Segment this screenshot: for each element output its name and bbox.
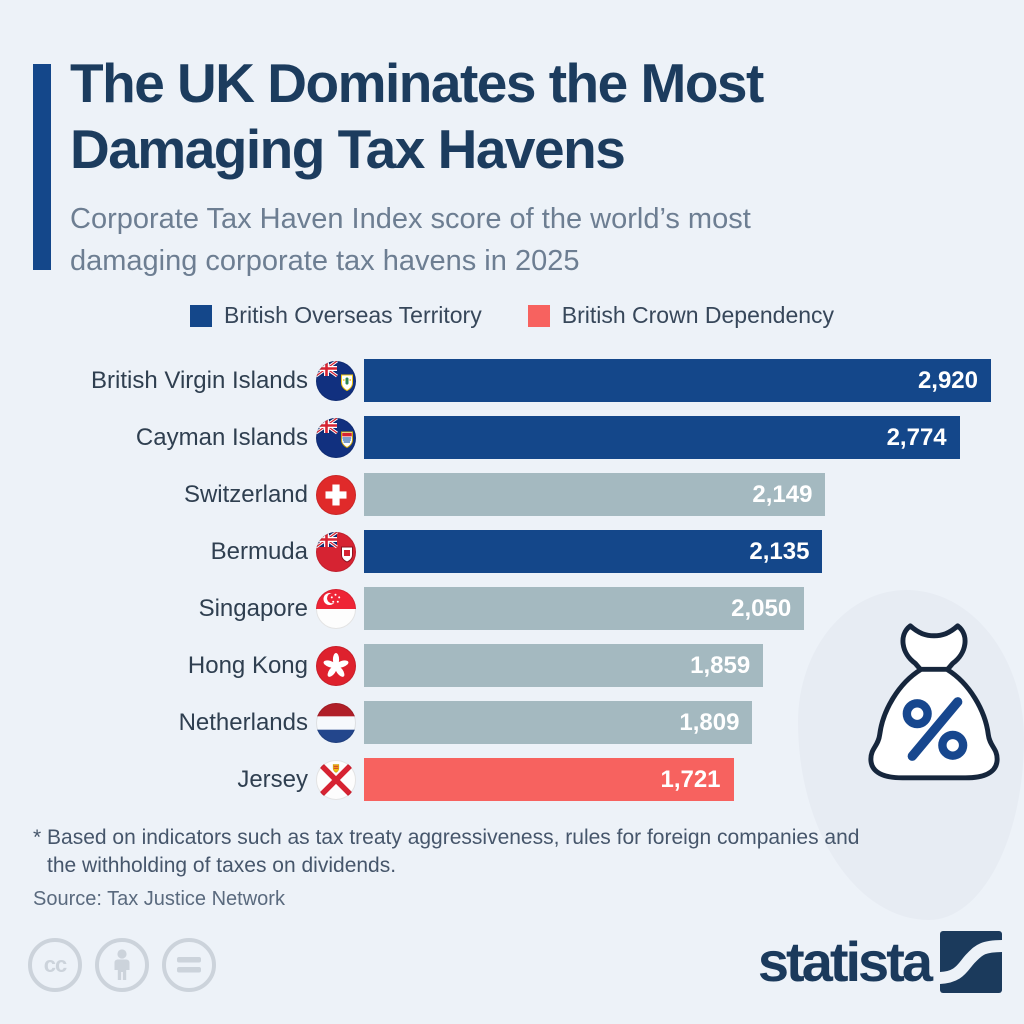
bar-value: 2,149 (752, 480, 813, 508)
page-title: The UK Dominates the Most Damaging Tax H… (70, 50, 764, 182)
chart-legend: British Overseas Territory British Crown… (0, 302, 1024, 329)
bar-value: 2,920 (917, 366, 978, 394)
bar-value: 1,859 (690, 651, 751, 679)
country-label: British Virgin Islands (91, 366, 308, 394)
legend-item-overseas-territory: British Overseas Territory (189, 302, 482, 329)
legend-label: British Overseas Territory (223, 302, 482, 328)
legend-item-crown-dependency: British Crown Dependency (527, 302, 835, 329)
table-row: Switzerland 2,149 (33, 466, 991, 523)
footnote: * Based on indicators such as tax treaty… (33, 824, 859, 880)
country-label: Cayman Islands (135, 423, 308, 451)
bar-hong-kong: 1,859 (364, 644, 764, 687)
table-row: Netherlands 1,809 (33, 694, 991, 751)
bar-singapore: 2,050 (364, 587, 805, 630)
title-line-2: Damaging Tax Havens (70, 118, 626, 180)
bar-track: 1,809 (364, 701, 991, 744)
country-label: Switzerland (183, 480, 308, 508)
statista-wordmark: statista (757, 930, 933, 993)
cc-icon-label: cc (43, 952, 68, 977)
country-label: Netherlands (178, 708, 308, 736)
bar-cayman-islands: 2,774 (364, 416, 960, 459)
subtitle-line-1: Corporate Tax Haven Index score of the w… (70, 203, 751, 235)
bar-switzerland: 2,149 (364, 473, 826, 516)
legend-swatch-coral (527, 304, 550, 327)
table-row: Cayman Islands 2,774 (33, 409, 991, 466)
license-icons[interactable]: cc (28, 938, 216, 992)
bar-track: 2,135 (364, 530, 991, 573)
country-label: Bermuda (210, 537, 308, 565)
table-row: Hong Kong 1,859 (33, 637, 991, 694)
flag-singapore-icon (316, 588, 356, 629)
bar-value: 2,050 (731, 594, 792, 622)
footnote-line-2: the withholding of taxes on dividends. (47, 854, 397, 877)
bar-value: 2,774 (886, 423, 947, 451)
bar-value: 1,809 (679, 708, 740, 736)
country-label: Jersey (237, 765, 308, 793)
bar-track: 2,920 (364, 359, 991, 402)
source-label: Source: Tax Justice Network (33, 888, 285, 910)
table-row: Bermuda 2,135 (33, 523, 991, 580)
bar-value: 2,135 (749, 537, 810, 565)
statista-logo[interactable]: statista (758, 930, 1002, 994)
country-label: Hong Kong (187, 651, 308, 679)
table-row: British Virgin Islands 2,920 (33, 352, 991, 409)
flag-british-virgin-islands-icon (316, 360, 356, 401)
flag-switzerland-icon (316, 474, 356, 515)
subtitle-line-2: damaging corporate tax havens in 2025 (70, 245, 580, 277)
title-accent-bar (33, 64, 51, 270)
page-subtitle: Corporate Tax Haven Index score of the w… (70, 198, 751, 282)
bar-track: 1,721 (364, 758, 991, 801)
bar-netherlands: 1,809 (364, 701, 753, 744)
title-line-1: The UK Dominates the Most (70, 52, 764, 114)
bar-track: 2,050 (364, 587, 991, 630)
attribution-person-icon[interactable] (95, 938, 149, 992)
bar-jersey: 1,721 (364, 758, 734, 801)
equals-icon[interactable] (162, 938, 216, 992)
legend-swatch-navy (189, 304, 212, 327)
bar-track: 1,859 (364, 644, 991, 687)
cc-icon[interactable]: cc (28, 938, 82, 992)
bar-value: 1,721 (660, 765, 721, 793)
country-label: Singapore (198, 594, 308, 622)
flag-bermuda-icon (316, 531, 356, 572)
bar-bermuda: 2,135 (364, 530, 823, 573)
table-row: Singapore 2,050 (33, 580, 991, 637)
flag-jersey-icon (316, 759, 356, 800)
table-row: Jersey 1,721 (33, 751, 991, 808)
money-bag-percent-icon (860, 618, 1008, 791)
flag-netherlands-icon (316, 702, 356, 743)
footnote-line-1: * Based on indicators such as tax treaty… (33, 826, 860, 849)
bar-track: 2,774 (364, 416, 991, 459)
flag-hong-kong-icon (316, 645, 356, 686)
statista-logo-mark (940, 931, 1002, 993)
flag-cayman-islands-icon (316, 417, 356, 458)
equals-glyph (177, 957, 201, 973)
bar-track: 2,149 (364, 473, 991, 516)
bar-british-virgin-islands: 2,920 (364, 359, 991, 402)
bar-chart: British Virgin Islands 2,920 (33, 352, 991, 808)
person-glyph (114, 949, 130, 980)
legend-label: British Crown Dependency (561, 302, 835, 328)
